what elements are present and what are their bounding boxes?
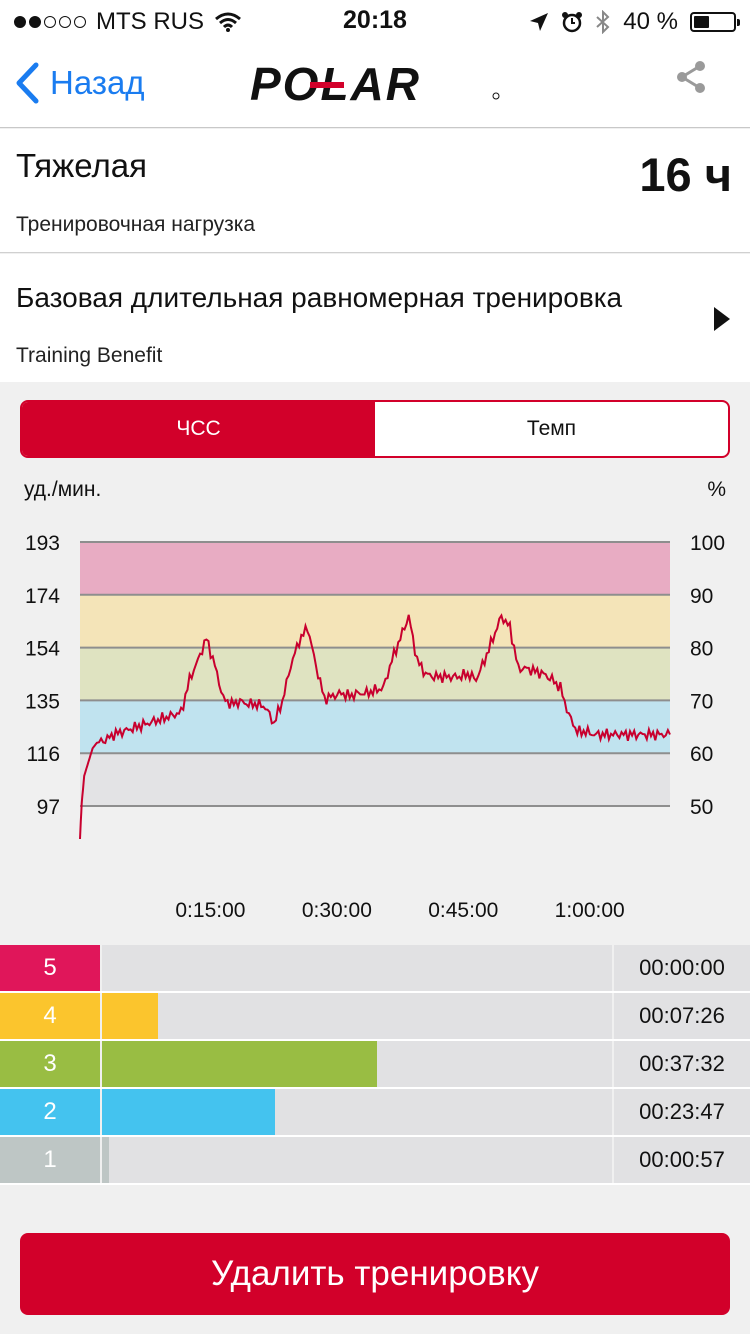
- y-tick-left: 193: [25, 532, 60, 555]
- y-tick-left: 97: [37, 796, 60, 819]
- battery-icon: [690, 12, 740, 32]
- chevron-left-icon: [16, 62, 39, 104]
- signal-dot: [74, 16, 86, 28]
- x-tick: 0:30:00: [302, 899, 372, 922]
- zone-number: 4: [0, 993, 100, 1039]
- chart-type-tabs: ЧСС Темп: [20, 400, 730, 458]
- back-label: Назад: [50, 64, 145, 101]
- battery-percent: 40 %: [623, 8, 678, 35]
- y-tick-left: 174: [25, 585, 60, 608]
- y-tick-right: 90: [690, 585, 713, 608]
- polar-logo: POLAR: [250, 62, 500, 108]
- heart-rate-chart: 193 100 174 90 154 80 135 70 116 60 97 50 0:15:00 0:3…: [25, 532, 725, 922]
- navigation-bar: Назад POLAR: [0, 40, 750, 128]
- signal-dot: [14, 16, 26, 28]
- location-arrow-icon: [530, 13, 549, 31]
- zone-number: 1: [0, 1137, 100, 1183]
- y-tick-right: 50: [690, 796, 713, 819]
- zone-time: 00:37:32: [614, 1041, 750, 1087]
- share-icon[interactable]: [674, 60, 708, 94]
- tab-heart-rate[interactable]: ЧСС: [22, 402, 375, 456]
- zone-bar-track: [102, 945, 612, 991]
- zone-number: 3: [0, 1041, 100, 1087]
- y-tick-right: 100: [690, 532, 725, 555]
- y-tick-left: 116: [27, 743, 60, 766]
- zone-bar-fill: [102, 1089, 276, 1135]
- training-load-section: Тяжелая 16 ч Тренировочная нагрузка: [0, 129, 750, 253]
- y-tick-right: 80: [690, 638, 713, 661]
- bluetooth-icon: [596, 10, 610, 34]
- zone-bar-fill: [102, 993, 159, 1039]
- y-tick-right: 70: [690, 690, 713, 713]
- zone-band-4: [80, 594, 670, 648]
- y-axis-right-label: %: [707, 478, 726, 501]
- zone-band-5: [80, 542, 670, 595]
- training-load-title: Тяжелая: [16, 147, 147, 184]
- status-time: 20:18: [343, 6, 407, 34]
- y-tick-left: 135: [25, 690, 60, 713]
- signal-dot: [29, 16, 41, 28]
- zone-row: 1 00:00:57: [0, 1137, 750, 1185]
- back-button[interactable]: Назад: [14, 62, 145, 104]
- zone-time: 00:00:57: [614, 1137, 750, 1183]
- zone-bar-track: [102, 993, 612, 1039]
- x-tick: 0:45:00: [428, 899, 498, 922]
- zone-band-2: [80, 700, 670, 754]
- training-load-value: 16 ч: [639, 148, 732, 201]
- heart-rate-line: [79, 613, 671, 840]
- zone-number: 2: [0, 1089, 100, 1135]
- zone-time: 00:07:26: [614, 993, 750, 1039]
- zone-time: 00:00:00: [614, 945, 750, 991]
- y-tick-right: 60: [690, 743, 713, 766]
- y-axis-left-label: уд./мин.: [24, 478, 102, 501]
- zone-row: 3 00:37:32: [0, 1041, 750, 1089]
- delete-training-button[interactable]: Удалить тренировку: [20, 1233, 730, 1315]
- training-benefit-title: Базовая длительная равномерная тренировк…: [16, 282, 623, 313]
- training-benefit-row[interactable]: Базовая длительная равномерная тренировк…: [0, 254, 750, 382]
- zone-bar-fill: [102, 1041, 378, 1087]
- zone-band-1: [80, 753, 670, 806]
- signal-dot: [44, 16, 56, 28]
- zone-bar-track: [102, 1089, 612, 1135]
- signal-strength-icon: [14, 16, 86, 28]
- tab-pace[interactable]: Темп: [526, 417, 577, 440]
- carrier-name: MTS RUS: [96, 8, 204, 35]
- alarm-icon: [562, 12, 583, 33]
- zone-number: 5: [0, 945, 100, 991]
- status-bar: MTS RUS 20:18 40 %: [0, 0, 750, 40]
- training-benefit-label: Training Benefit: [16, 344, 163, 367]
- heart-rate-zones: 5 00:00:00 4 00:07:26 3 00:37:32 2 00:23:47 1 00:…: [0, 945, 750, 1185]
- training-load-label: Тренировочная нагрузка: [16, 213, 256, 236]
- x-tick: 1:00:00: [555, 899, 625, 922]
- zone-bar-track: [102, 1041, 612, 1087]
- x-tick: 0:15:00: [175, 899, 245, 922]
- zone-bar-fill: [102, 1137, 109, 1183]
- play-arrow-icon: [714, 307, 730, 331]
- zone-bar-track: [102, 1137, 612, 1183]
- y-tick-left: 154: [25, 638, 60, 661]
- wifi-icon: [215, 12, 241, 32]
- signal-dot: [59, 16, 71, 28]
- zone-row: 5 00:00:00: [0, 945, 750, 993]
- zone-row: 2 00:23:47: [0, 1089, 750, 1137]
- zone-band-3: [80, 647, 670, 701]
- zone-row: 4 00:07:26: [0, 993, 750, 1041]
- zone-time: 00:23:47: [614, 1089, 750, 1135]
